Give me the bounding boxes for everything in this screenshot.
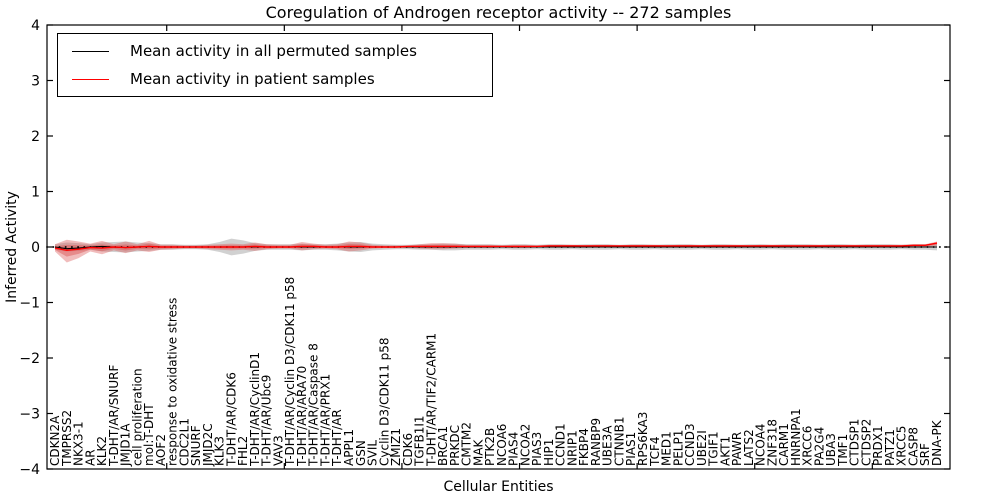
- x-category-label: CTNNB1: [612, 416, 626, 466]
- x-category-label: KLK3: [213, 436, 227, 466]
- x-category-label: T-DHT/AR/Ubc9: [260, 375, 274, 467]
- x-category-label: AR: [83, 449, 97, 466]
- y-tick-label: −4: [19, 462, 40, 478]
- x-category-label: VAV3: [271, 435, 285, 466]
- x-category-label: T-DHT/AR/SNURF: [107, 365, 121, 468]
- x-category-label: CTDSP2: [859, 419, 873, 466]
- x-category-label: cell proliferation: [130, 368, 144, 466]
- x-category-label: HIP1: [542, 439, 556, 466]
- y-tick-label: 1: [31, 184, 40, 200]
- y-axis-title: Inferred Activity: [4, 191, 20, 303]
- x-category-label: XRCC5: [895, 426, 909, 466]
- x-category-label: PRKDC: [448, 425, 462, 466]
- y-tick-label: −1: [19, 295, 40, 311]
- x-category-label: T-DHT/AR/CyclinD1: [248, 352, 262, 467]
- x-category-label: UBE2I: [695, 430, 709, 466]
- x-category-label: PELP1: [671, 430, 685, 466]
- x-category-label: NRIP1: [565, 430, 579, 466]
- x-category-label: RANBP9: [589, 418, 603, 466]
- x-category-label: HNRNPA1: [789, 408, 803, 466]
- x-category-label: MAK: [471, 438, 485, 466]
- x-category-label: SRF: [918, 443, 932, 466]
- x-category-label: T-DHT/AR: [330, 409, 344, 467]
- x-category-label: PA2G4: [812, 427, 826, 466]
- y-tick-label: −2: [19, 351, 40, 367]
- x-category-label: CMTM2: [460, 422, 474, 466]
- x-category-label: PIAS1: [624, 432, 638, 466]
- x-category-label: MED1: [660, 431, 674, 466]
- x-category-label: LATS2: [742, 429, 756, 466]
- legend-line-patient: [72, 78, 109, 80]
- x-category-label: ZNF318: [765, 419, 779, 466]
- x-category-label: CTDSP1: [848, 419, 862, 466]
- x-category-label: UBA3: [824, 433, 838, 466]
- x-category-label: T-DHT/AR/ARA70: [295, 366, 309, 467]
- x-category-label: TMPRSS2: [60, 410, 74, 467]
- x-category-label: KLK2: [95, 436, 109, 466]
- x-category-label: CASP8: [906, 427, 920, 466]
- x-category-label: T-DHT/AR/Cyclin D3/CDK11 p58: [283, 277, 297, 467]
- x-category-label: RPS6KA3: [636, 412, 650, 466]
- x-category-label: CDKN2A: [48, 415, 62, 466]
- legend: Mean activity in all permuted samples Me…: [57, 33, 493, 97]
- x-category-label: PAWR: [730, 432, 744, 466]
- x-category-label: NCOA6: [495, 424, 509, 466]
- x-category-label: NCOA4: [754, 424, 768, 466]
- x-category-label: TGFB1I1: [413, 415, 427, 467]
- legend-item-permuted: Mean activity in all permuted samples: [58, 38, 492, 64]
- y-tick-label: 3: [31, 73, 40, 89]
- legend-label-patient: Mean activity in patient samples: [130, 70, 375, 88]
- x-category-label: AOF2: [154, 434, 168, 466]
- legend-label-permuted: Mean activity in all permuted samples: [130, 42, 417, 60]
- x-category-label: UBE3A: [601, 425, 615, 466]
- x-category-label: FKBP4: [577, 428, 591, 466]
- x-category-label: PTK2B: [483, 428, 497, 466]
- patient-band-outer: [55, 239, 937, 263]
- x-category-label: CDK6: [401, 433, 415, 466]
- x-category-label: mol:T-DHT: [142, 403, 156, 466]
- x-category-label: PRDX1: [871, 425, 885, 466]
- x-category-label: NKX3-1: [72, 421, 86, 466]
- y-tick-label: 0: [31, 240, 40, 256]
- x-category-label: FHL2: [236, 436, 250, 466]
- x-category-label: CARM1: [777, 423, 791, 466]
- x-category-label: PIAS4: [507, 432, 521, 466]
- x-category-label: SNURF: [189, 425, 203, 466]
- x-category-label: NCOA2: [518, 424, 532, 466]
- x-category-label: BRCA1: [436, 426, 450, 466]
- x-category-label: TGIF1: [707, 431, 721, 467]
- x-category-label: T-DHT/AR/Caspase 8: [307, 343, 321, 467]
- x-category-label: CDC2L1: [177, 418, 191, 466]
- y-tick-label: −3: [19, 406, 40, 422]
- x-category-label: T-DHT/AR/PRX1: [318, 374, 332, 467]
- x-category-label: AKT1: [718, 436, 732, 466]
- y-tick-label: 4: [31, 18, 40, 34]
- x-category-label: TCF4: [648, 436, 662, 467]
- legend-item-patient: Mean activity in patient samples: [58, 66, 492, 92]
- x-category-label: TMF1: [836, 434, 850, 467]
- chart-title: Coregulation of Androgen receptor activi…: [265, 3, 732, 22]
- x-category-label: JMJD1A: [119, 423, 133, 467]
- x-category-label: T-DHT/AR/CDK6: [224, 372, 238, 467]
- x-category-label: response to oxidative stress: [166, 298, 180, 466]
- x-category-label: PIAS3: [530, 432, 544, 466]
- x-category-label: JMJD2C: [201, 423, 215, 467]
- x-category-label: SVIL: [366, 440, 380, 466]
- legend-line-permuted: [72, 50, 109, 52]
- y-tick-label: 2: [31, 129, 40, 145]
- x-category-label: Cyclin D3/CDK11 p58: [377, 337, 391, 466]
- x-category-label: APPL1: [342, 429, 356, 466]
- x-category-label: CCND3: [683, 423, 697, 466]
- x-axis-title: Cellular Entities: [443, 479, 554, 495]
- x-category-label: XRCC6: [801, 426, 815, 466]
- x-category-label: DNA-PK: [930, 419, 944, 466]
- patient-mean-line: [54, 242, 938, 252]
- x-category-label: ZMIZ1: [389, 428, 403, 466]
- x-category-label: CCND1: [554, 423, 568, 466]
- x-category-label: PATZ1: [883, 429, 897, 466]
- x-category-label: T-DHT/AR/TIF2/CARM1: [424, 333, 438, 467]
- x-category-label: GSN: [354, 440, 368, 466]
